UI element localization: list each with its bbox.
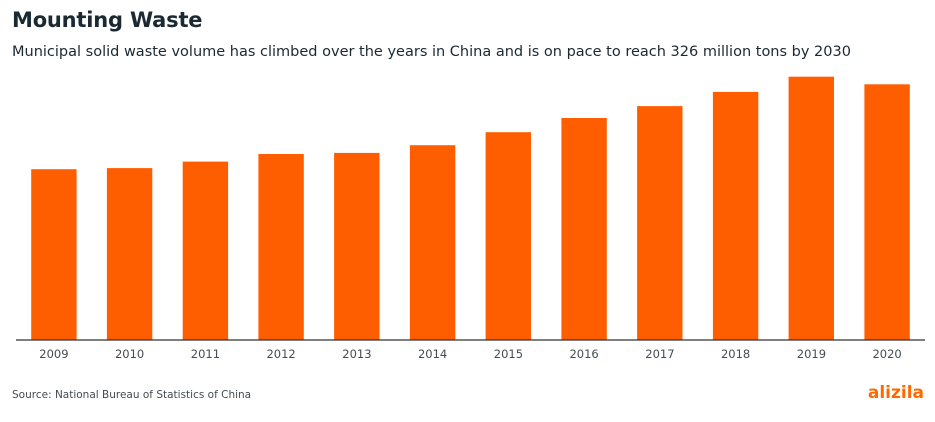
bar-2019	[788, 76, 834, 340]
x-tick-label-2015: 2015	[494, 347, 523, 361]
x-tick-label-2010: 2010	[115, 347, 144, 361]
bar-2014	[409, 145, 456, 340]
bar-2009	[31, 169, 77, 340]
bar-2013	[334, 152, 380, 340]
bar-chart: 2009 2010 2011 2012 2013 2014 2015 2016 2017 2018…	[16, 76, 925, 361]
x-tick-label-2018: 2018	[721, 347, 750, 361]
x-tick-label-2009: 2009	[39, 347, 68, 361]
x-tick-label-2011: 2011	[191, 347, 220, 361]
x-tick-labels: 2009 2010 2011 2012 2013 2014 2015 2016 2017 2018…	[39, 347, 901, 361]
chart-title: Mounting Waste	[12, 8, 203, 32]
x-tick-label-2017: 2017	[645, 347, 674, 361]
chart-subtitle: Municipal solid waste volume has climbed…	[12, 44, 851, 60]
bars-group	[31, 76, 910, 341]
x-tick-label-2020: 2020	[872, 347, 901, 361]
x-tick-label-2014: 2014	[418, 347, 447, 361]
bar-2017	[637, 106, 683, 340]
bar-2011	[182, 161, 229, 340]
bar-2016	[561, 118, 607, 340]
source-note: Source: National Bureau of Statistics of…	[12, 389, 252, 401]
x-tick-label-2013: 2013	[342, 347, 371, 361]
brand-logo: alizila	[867, 383, 924, 403]
bar-2015	[485, 132, 531, 340]
x-tick-label-2016: 2016	[569, 347, 598, 361]
bar-2012	[258, 154, 304, 340]
x-tick-label-2012: 2012	[266, 347, 295, 361]
bar-2018	[712, 91, 759, 341]
bar-2020	[864, 84, 910, 340]
x-tick-label-2019: 2019	[797, 347, 826, 361]
bar-2010	[106, 168, 153, 340]
